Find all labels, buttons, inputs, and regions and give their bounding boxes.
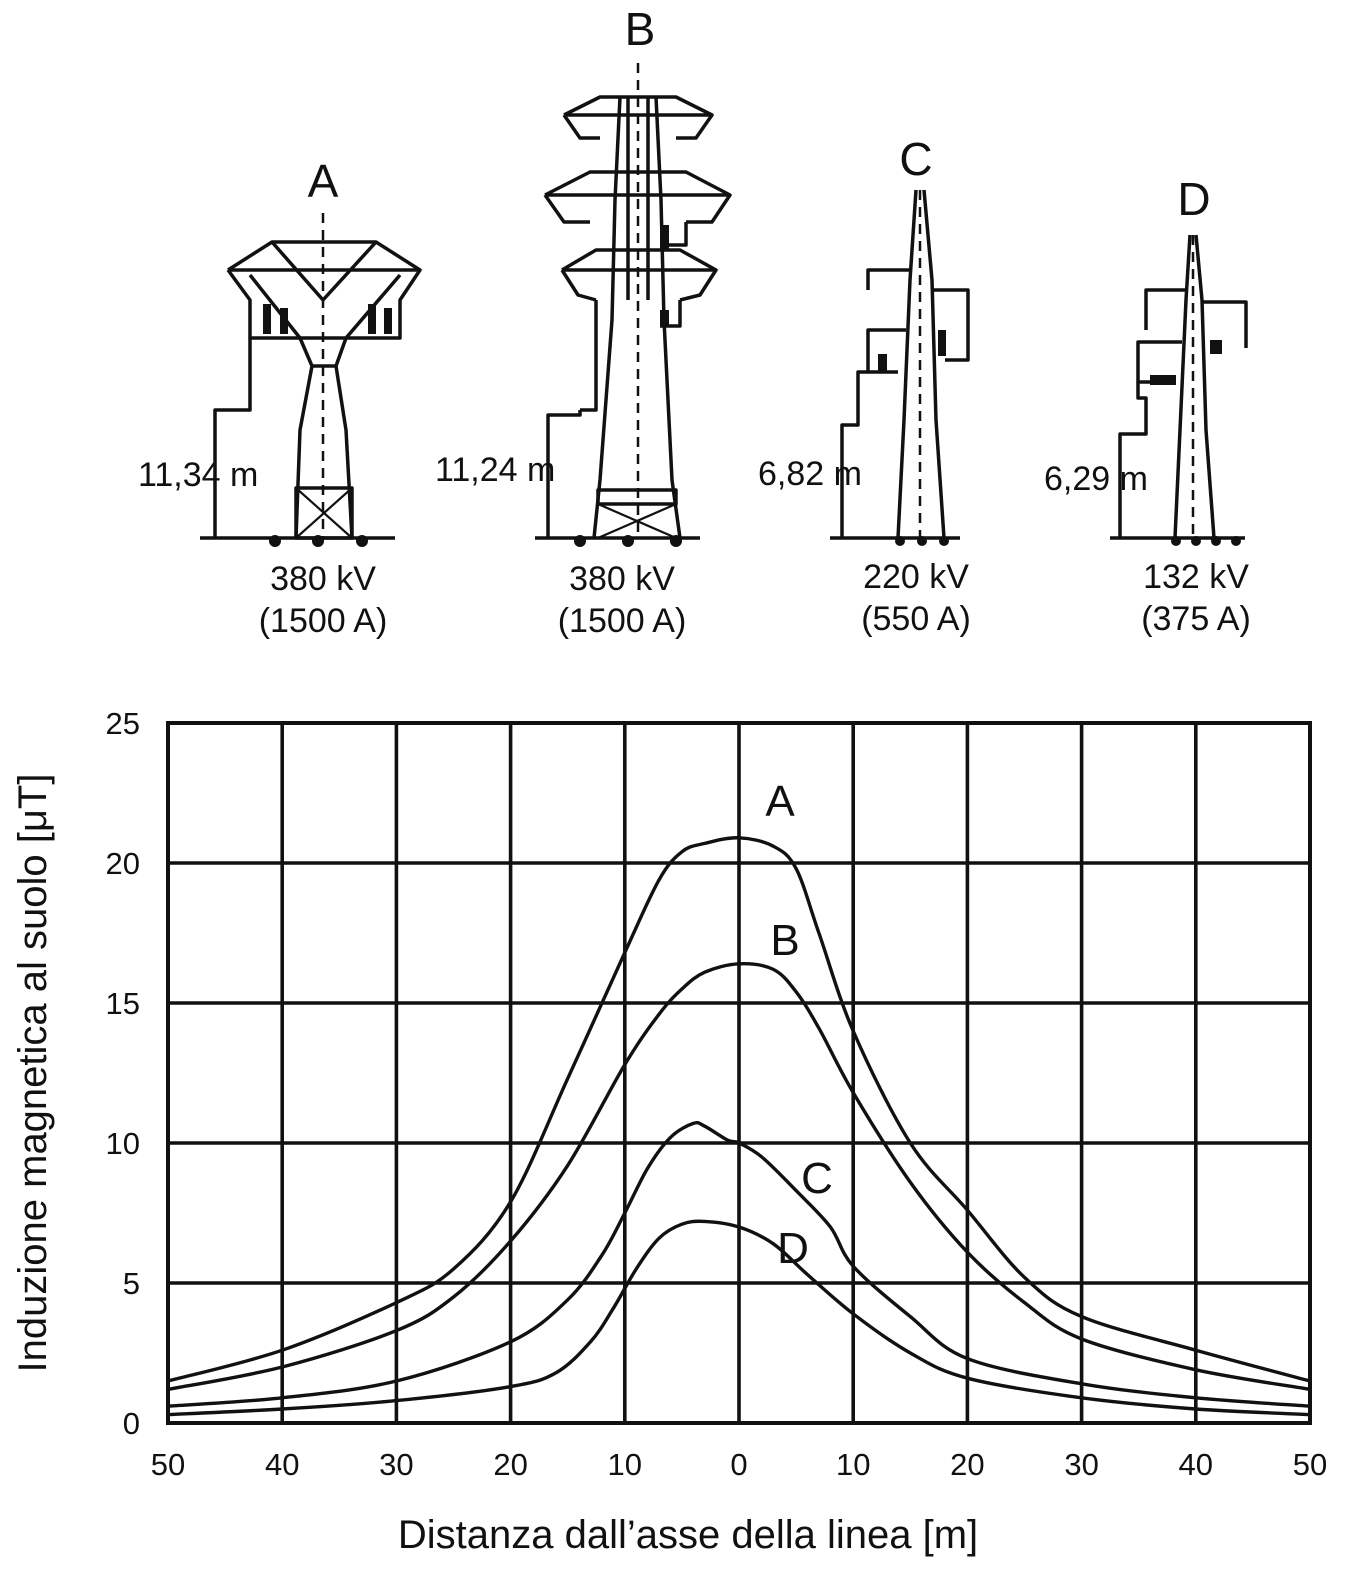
y-axis-title: Induzione magnetica al suolo [μT]	[11, 774, 55, 1373]
tower-c-height: 6,82 m	[758, 455, 862, 493]
tower-b-voltage: 380 kV	[569, 560, 675, 598]
y-tick-label: 20	[106, 846, 140, 881]
tower-c-drawing: C 6,82 m 220 kV (550 A)	[758, 133, 971, 638]
magnetic-field-chart: 50 40 30 20 10 0 10 20 30 40 50 0 5 10 15 20 25 A B C D…	[11, 706, 1327, 1557]
y-tick-label: 5	[123, 1266, 140, 1301]
x-tick-label: 30	[379, 1447, 413, 1482]
x-tick-label: 20	[950, 1447, 984, 1482]
curve-a	[167, 836, 1311, 1383]
curve-d	[167, 1219, 1311, 1417]
y-tick-label: 0	[123, 1406, 140, 1441]
y-tick-label: 10	[106, 1126, 140, 1161]
tower-a-current: (1500 A)	[259, 602, 388, 640]
curve-label-a: A	[765, 777, 795, 826]
curves	[167, 836, 1311, 1417]
x-tick-label: 10	[608, 1447, 642, 1482]
tower-b-height: 11,24 m	[435, 451, 555, 489]
curve-label-d: D	[777, 1224, 809, 1273]
tower-d-drawing: D 6,29 m 132 kV (375 A)	[1044, 173, 1251, 638]
curve-label-b: B	[770, 916, 799, 965]
tower-a-drawing: A 11,34 m 380 kV (1500 A)	[138, 155, 422, 640]
tower-b-label: B	[625, 3, 656, 55]
x-tick-label: 30	[1064, 1447, 1098, 1482]
x-tick-labels: 50 40 30 20 10 0 10 20 30 40 50	[151, 1447, 1327, 1482]
x-tick-label: 20	[493, 1447, 527, 1482]
plot-frame	[166, 721, 1312, 1425]
tower-c-voltage: 220 kV	[863, 558, 969, 596]
tower-c-current: (550 A)	[861, 600, 971, 638]
curve-label-c: C	[801, 1154, 833, 1203]
x-tick-label: 40	[1179, 1447, 1213, 1482]
tower-d-voltage: 132 kV	[1143, 558, 1249, 596]
tower-d-current: (375 A)	[1141, 600, 1251, 638]
y-tick-label: 25	[106, 706, 140, 741]
tower-d-label: D	[1177, 173, 1210, 225]
tower-a-voltage: 380 kV	[270, 560, 376, 598]
tower-b-current: (1500 A)	[558, 602, 687, 640]
x-axis-title: Distanza dall’asse della linea [m]	[398, 1513, 978, 1557]
x-tick-label: 50	[1293, 1447, 1327, 1482]
x-tick-label: 50	[151, 1447, 185, 1482]
tower-c-label: C	[899, 133, 932, 185]
x-tick-label: 10	[836, 1447, 870, 1482]
tower-a-label: A	[308, 155, 339, 207]
x-tick-label: 0	[730, 1447, 747, 1482]
y-tick-label: 15	[106, 986, 140, 1021]
y-tick-labels: 0 5 10 15 20 25	[106, 706, 140, 1441]
tower-b-drawing: B 11,24 m 380 kV (1500 A)	[435, 3, 732, 640]
tower-d-height: 6,29 m	[1044, 460, 1148, 498]
curve-c	[167, 1120, 1311, 1408]
grid-lines	[166, 721, 1312, 1425]
tower-a-height: 11,34 m	[138, 456, 258, 494]
x-tick-label: 40	[265, 1447, 299, 1482]
curve-b	[167, 962, 1311, 1392]
